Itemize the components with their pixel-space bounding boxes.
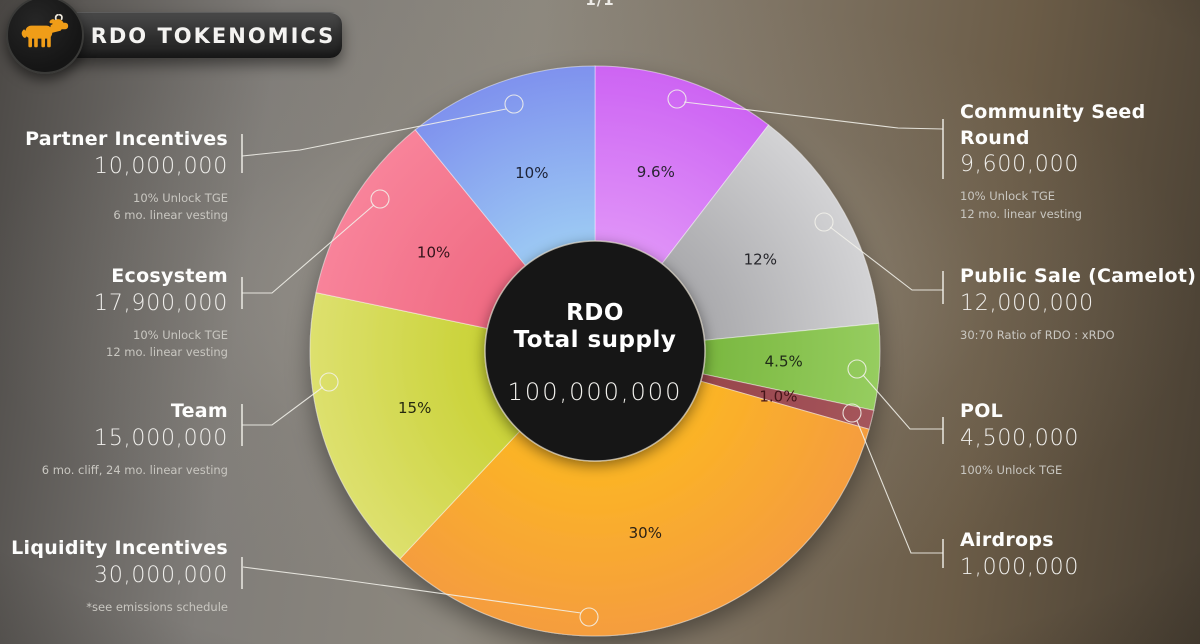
leader-line-pol xyxy=(862,374,943,430)
callout-value: 30,000,000 xyxy=(94,562,228,588)
callout-title: Partner Incentives xyxy=(25,128,228,150)
callout-note-line: 10% Unlock TGE xyxy=(133,327,228,342)
callout-title: POL xyxy=(960,400,1004,422)
callout-team: Team 15,000,000 6 mo. cliff, 24 mo. linear… xyxy=(0,399,228,479)
donut-center-label: RDO Total supply 100,000,000 xyxy=(435,300,755,406)
callout-notes: 10% Unlock TGE 6 mo. linear vesting xyxy=(0,190,228,226)
callout-notes: 10% Unlock TGE 12 mo. linear vesting xyxy=(0,327,228,363)
page-indicator: 1/1 xyxy=(585,0,615,9)
leader-dot-partner xyxy=(504,94,524,114)
callout-note-line: 6 mo. linear vesting xyxy=(113,208,228,223)
callout-note-line: 12 mo. linear vesting xyxy=(106,345,228,360)
callout-value: 4,500,000 xyxy=(960,425,1080,451)
leader-dot-liquidity xyxy=(579,607,599,627)
callout-notes: 6 mo. cliff, 24 mo. linear vesting xyxy=(0,462,228,480)
callout-value: 15,000,000 xyxy=(94,425,228,451)
callout-note-line: *see emissions schedule xyxy=(86,599,228,614)
page-title: RDO TOKENOMICS xyxy=(90,23,336,48)
pie-slice-percent-label: 10% xyxy=(515,164,548,182)
callout-value: 1,000,000 xyxy=(960,554,1080,580)
callout-title: Ecosystem xyxy=(111,265,228,287)
leader-line-airdrops xyxy=(856,420,943,554)
callout-note-line: 6 mo. cliff, 24 mo. linear vesting xyxy=(41,462,228,477)
token-symbol: RDO xyxy=(566,300,624,326)
leader-line-public xyxy=(829,226,943,291)
callout-value: 10,000,000 xyxy=(94,153,228,179)
pie-slice-percent-label: 30% xyxy=(629,524,662,542)
callout-note-line: 100% Unlock TGE xyxy=(960,462,1063,477)
pie-percent-labels: 9.6% 12% 4.5% 1.0% 30% 15% 10% 10% xyxy=(398,163,803,542)
leader-line-community xyxy=(683,101,944,130)
callout-notes: 10% Unlock TGE 12 mo. linear vesting xyxy=(960,188,1155,224)
app-title-pill: RDO TOKENOMICS xyxy=(40,12,342,58)
callout-title: Team xyxy=(170,400,228,422)
bull-icon xyxy=(21,14,69,48)
leader-dot-community xyxy=(667,89,687,109)
callout-title: Public Sale (Camelot) xyxy=(960,265,1197,287)
callout-notes: 100% Unlock TGE xyxy=(960,462,1180,480)
callout-title: Airdrops xyxy=(960,529,1054,551)
pie-slice-percent-label: 12% xyxy=(744,250,777,268)
callout-title: Liquidity Incentives xyxy=(11,537,228,559)
leader-dot-public xyxy=(814,212,834,232)
logo-badge xyxy=(6,0,84,74)
pie-slice-percent-label: 4.5% xyxy=(765,353,803,371)
pie-slice-liquidity-incentives xyxy=(399,350,870,637)
callout-leader-lines xyxy=(241,89,944,627)
callout-note-line: 10% Unlock TGE xyxy=(960,189,1055,204)
callout-note-line: 10% Unlock TGE xyxy=(133,190,228,205)
leader-dot-airdrops xyxy=(842,403,862,423)
callout-airdrops: Airdrops 1,000,000 xyxy=(960,528,1180,580)
callout-partner: Partner Incentives 10,000,000 10% Unlock T… xyxy=(0,127,228,225)
callout-notes: *see emissions schedule xyxy=(0,599,228,617)
pie-slice-percent-label: 1.0% xyxy=(759,388,797,406)
leader-dot-pol xyxy=(847,359,867,379)
callout-pol: POL 4,500,000 100% Unlock TGE xyxy=(960,399,1180,479)
callout-community: Community Seed Round 9,600,000 10% Unlock … xyxy=(960,100,1155,224)
leader-line-liquidity xyxy=(242,566,582,614)
leader-line-partner xyxy=(241,108,507,157)
callout-value: 9,600,000 xyxy=(960,152,1080,178)
leader-line-ecosystem xyxy=(242,204,375,294)
pie-slice-percent-label: 9.6% xyxy=(637,163,675,181)
leader-dot-team xyxy=(319,372,339,392)
leader-dot-ecosystem xyxy=(370,189,390,209)
callout-value: 17,900,000 xyxy=(94,290,228,316)
total-supply-label: Total supply xyxy=(513,327,677,353)
callout-ecosystem: Ecosystem 17,900,000 10% Unlock TGE 12 mo. … xyxy=(0,264,228,362)
donut-hole xyxy=(484,240,706,462)
callout-public: Public Sale (Camelot) 12,000,000 30:70 Rat… xyxy=(960,264,1198,344)
callout-note-line: 30:70 Ratio of RDO : xRDO xyxy=(960,327,1115,342)
total-supply-value: 100,000,000 xyxy=(507,378,683,406)
callout-liquidity: Liquidity Incentives 30,000,000 *see emiss… xyxy=(0,536,228,616)
callout-note-line: 12 mo. linear vesting xyxy=(960,207,1082,222)
callout-title: Community Seed Round xyxy=(960,101,1146,149)
leader-line-team xyxy=(242,386,324,426)
pie-slice-percent-label: 15% xyxy=(398,399,431,417)
callout-value: 12,000,000 xyxy=(960,290,1094,316)
pie-slice-percent-label: 10% xyxy=(417,244,450,262)
callout-notes: 30:70 Ratio of RDO : xRDO xyxy=(960,327,1198,345)
